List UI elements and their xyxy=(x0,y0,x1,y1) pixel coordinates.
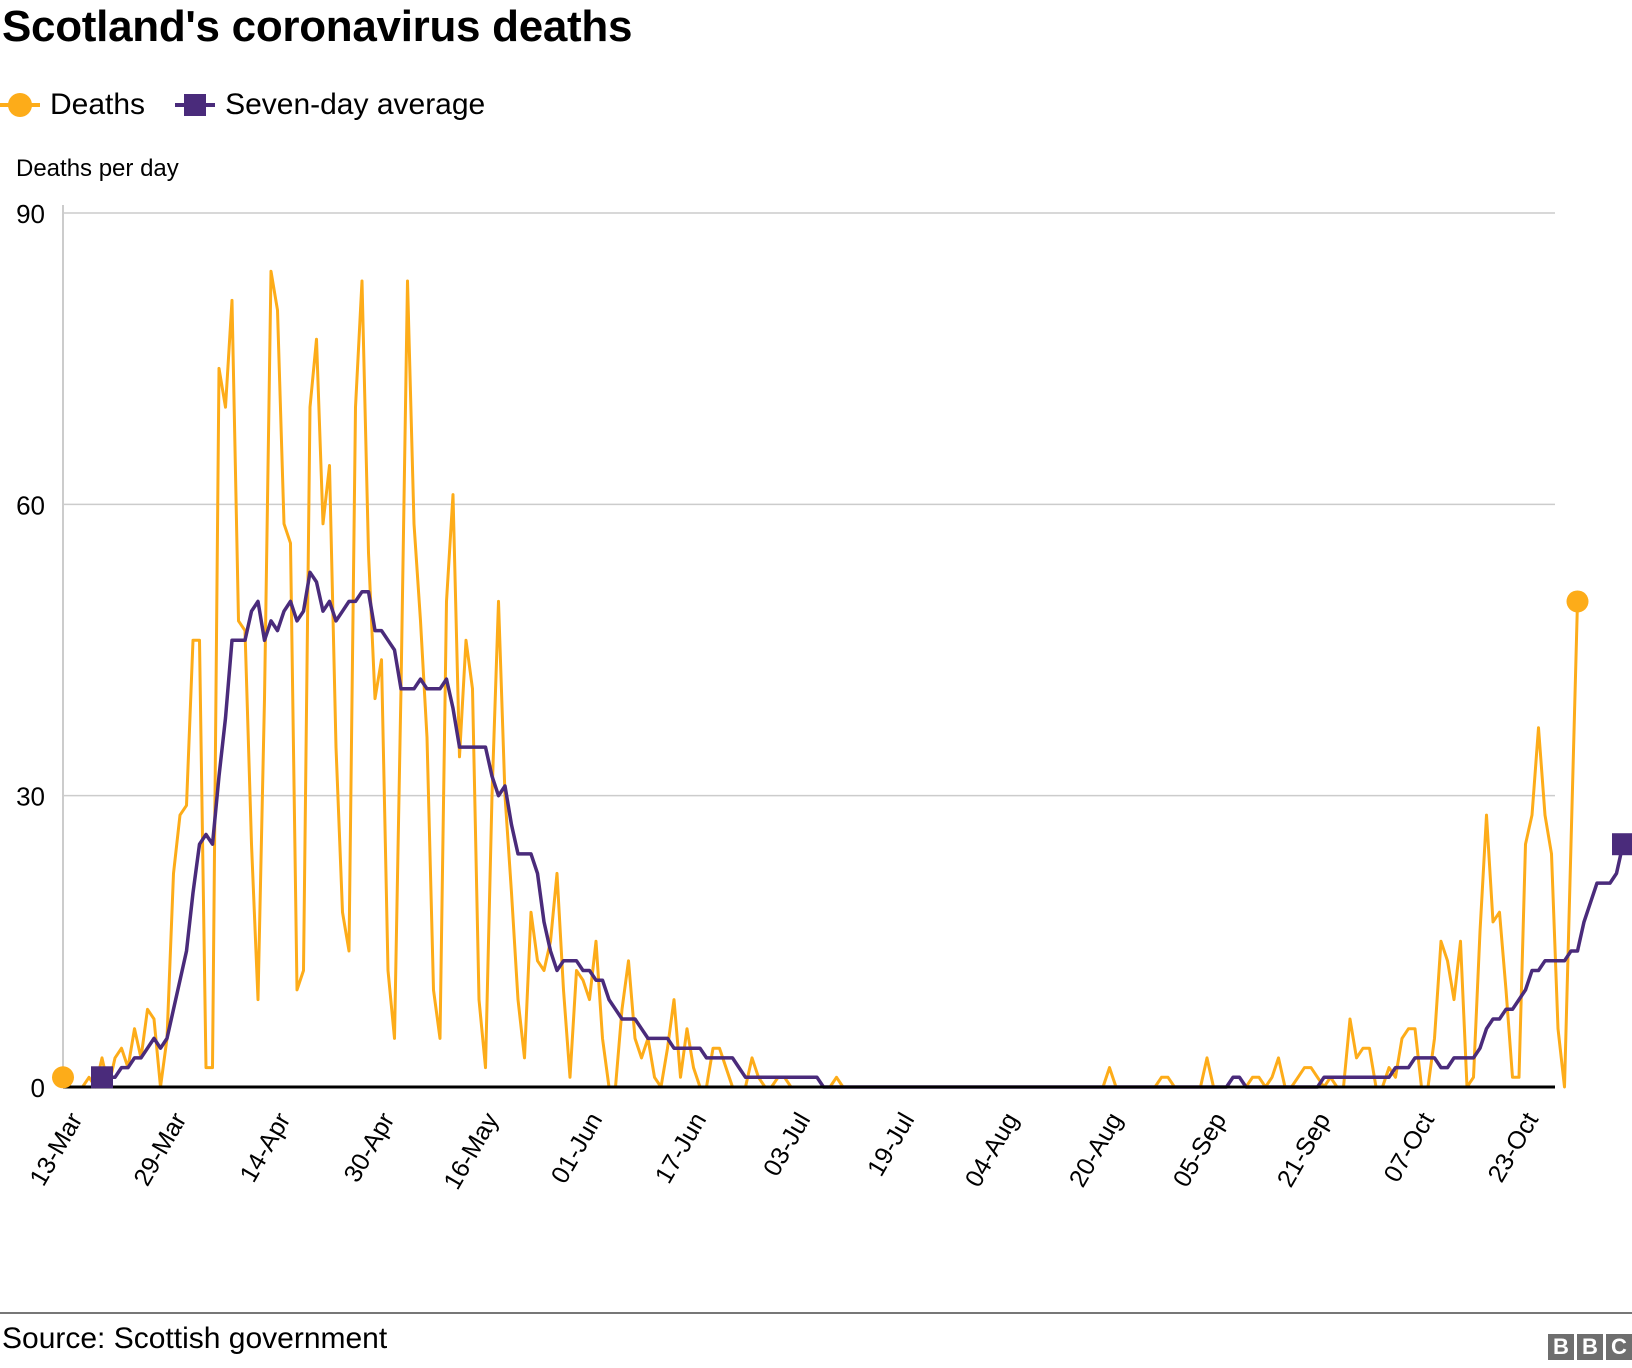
x-tick-label: 30-Apr xyxy=(338,1108,400,1187)
legend-item-seven-day-average: Seven-day average xyxy=(175,88,485,122)
x-tick-label: 16-May xyxy=(438,1108,504,1195)
x-tick-label: 29-Mar xyxy=(128,1108,192,1191)
deaths-line xyxy=(61,269,1579,1089)
y-tick-label: 0 xyxy=(31,1073,45,1103)
bbc-logo: B B C xyxy=(1545,1334,1632,1360)
x-axis-ticks: 13-Mar 29-Mar 14-Apr 30-Apr 16-May 01-Jun 17-J… xyxy=(24,1108,1544,1195)
y-tick-label: 90 xyxy=(16,199,45,229)
x-tick-label: 19-Jul xyxy=(862,1108,920,1181)
average-start-marker xyxy=(91,1066,113,1089)
gridlines xyxy=(62,205,1555,1087)
line-chart: 0 30 60 90 13-Mar 29-Mar 14-Apr 30-Apr 16-May 01… xyxy=(16,199,1632,1195)
legend-label-deaths: Deaths xyxy=(50,88,146,121)
deaths-start-marker xyxy=(52,1066,74,1089)
average-end-marker xyxy=(1612,833,1632,856)
seven-day-average-line xyxy=(102,570,1625,1089)
bbc-logo-letter: C xyxy=(1606,1334,1632,1360)
x-tick-label: 13-Mar xyxy=(24,1108,88,1191)
x-tick-label: 01-Jun xyxy=(546,1108,608,1188)
legend-item-deaths: Deaths xyxy=(0,88,145,122)
y-tick-label: 30 xyxy=(16,782,45,812)
x-tick-label: 04-Aug xyxy=(960,1108,1025,1192)
y-tick-label: 60 xyxy=(16,490,45,520)
legend: Deaths Seven-day average xyxy=(0,88,515,122)
x-tick-label: 23-Oct xyxy=(1482,1108,1544,1187)
circle-marker-icon xyxy=(0,90,40,120)
legend-label-seven-day-average: Seven-day average xyxy=(225,88,486,121)
x-tick-label: 07-Oct xyxy=(1378,1108,1440,1187)
series-layer xyxy=(52,269,1632,1089)
x-tick-label: 14-Apr xyxy=(234,1108,296,1187)
bbc-logo-letter: B xyxy=(1577,1334,1603,1360)
y-axis-label: Deaths per day xyxy=(16,155,179,182)
x-tick-label: 17-Jun xyxy=(650,1108,712,1188)
source-note: Source: Scottish government xyxy=(2,1322,388,1355)
y-axis-ticks: 0 30 60 90 xyxy=(16,199,45,1103)
chart-title: Scotland's coronavirus deaths xyxy=(2,2,633,51)
x-tick-label: 03-Jul xyxy=(758,1108,816,1181)
footer-divider xyxy=(0,1312,1632,1314)
x-tick-label: 20-Aug xyxy=(1064,1108,1129,1192)
square-marker-icon xyxy=(175,90,216,120)
bbc-logo-letter: B xyxy=(1548,1334,1574,1360)
deaths-end-marker xyxy=(1566,590,1589,613)
x-tick-label: 21-Sep xyxy=(1272,1108,1337,1192)
x-tick-label: 05-Sep xyxy=(1168,1108,1233,1192)
